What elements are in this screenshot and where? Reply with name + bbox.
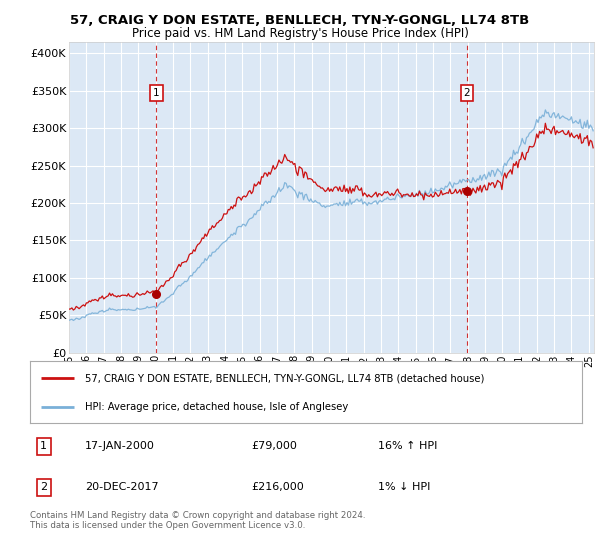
Text: 1: 1 <box>153 88 160 99</box>
Text: 17-JAN-2000: 17-JAN-2000 <box>85 441 155 451</box>
Text: 2: 2 <box>40 482 47 492</box>
Text: HPI: Average price, detached house, Isle of Anglesey: HPI: Average price, detached house, Isle… <box>85 403 349 412</box>
Text: Price paid vs. HM Land Registry's House Price Index (HPI): Price paid vs. HM Land Registry's House … <box>131 27 469 40</box>
Text: Contains HM Land Registry data © Crown copyright and database right 2024.
This d: Contains HM Land Registry data © Crown c… <box>30 511 365 530</box>
Text: 1: 1 <box>40 441 47 451</box>
Text: 20-DEC-2017: 20-DEC-2017 <box>85 482 159 492</box>
Text: 57, CRAIG Y DON ESTATE, BENLLECH, TYN-Y-GONGL, LL74 8TB: 57, CRAIG Y DON ESTATE, BENLLECH, TYN-Y-… <box>70 14 530 27</box>
Text: 2: 2 <box>464 88 470 99</box>
Text: 16% ↑ HPI: 16% ↑ HPI <box>378 441 437 451</box>
Text: 1% ↓ HPI: 1% ↓ HPI <box>378 482 430 492</box>
Text: £79,000: £79,000 <box>251 441 296 451</box>
Text: 57, CRAIG Y DON ESTATE, BENLLECH, TYN-Y-GONGL, LL74 8TB (detached house): 57, CRAIG Y DON ESTATE, BENLLECH, TYN-Y-… <box>85 374 485 384</box>
Text: £216,000: £216,000 <box>251 482 304 492</box>
